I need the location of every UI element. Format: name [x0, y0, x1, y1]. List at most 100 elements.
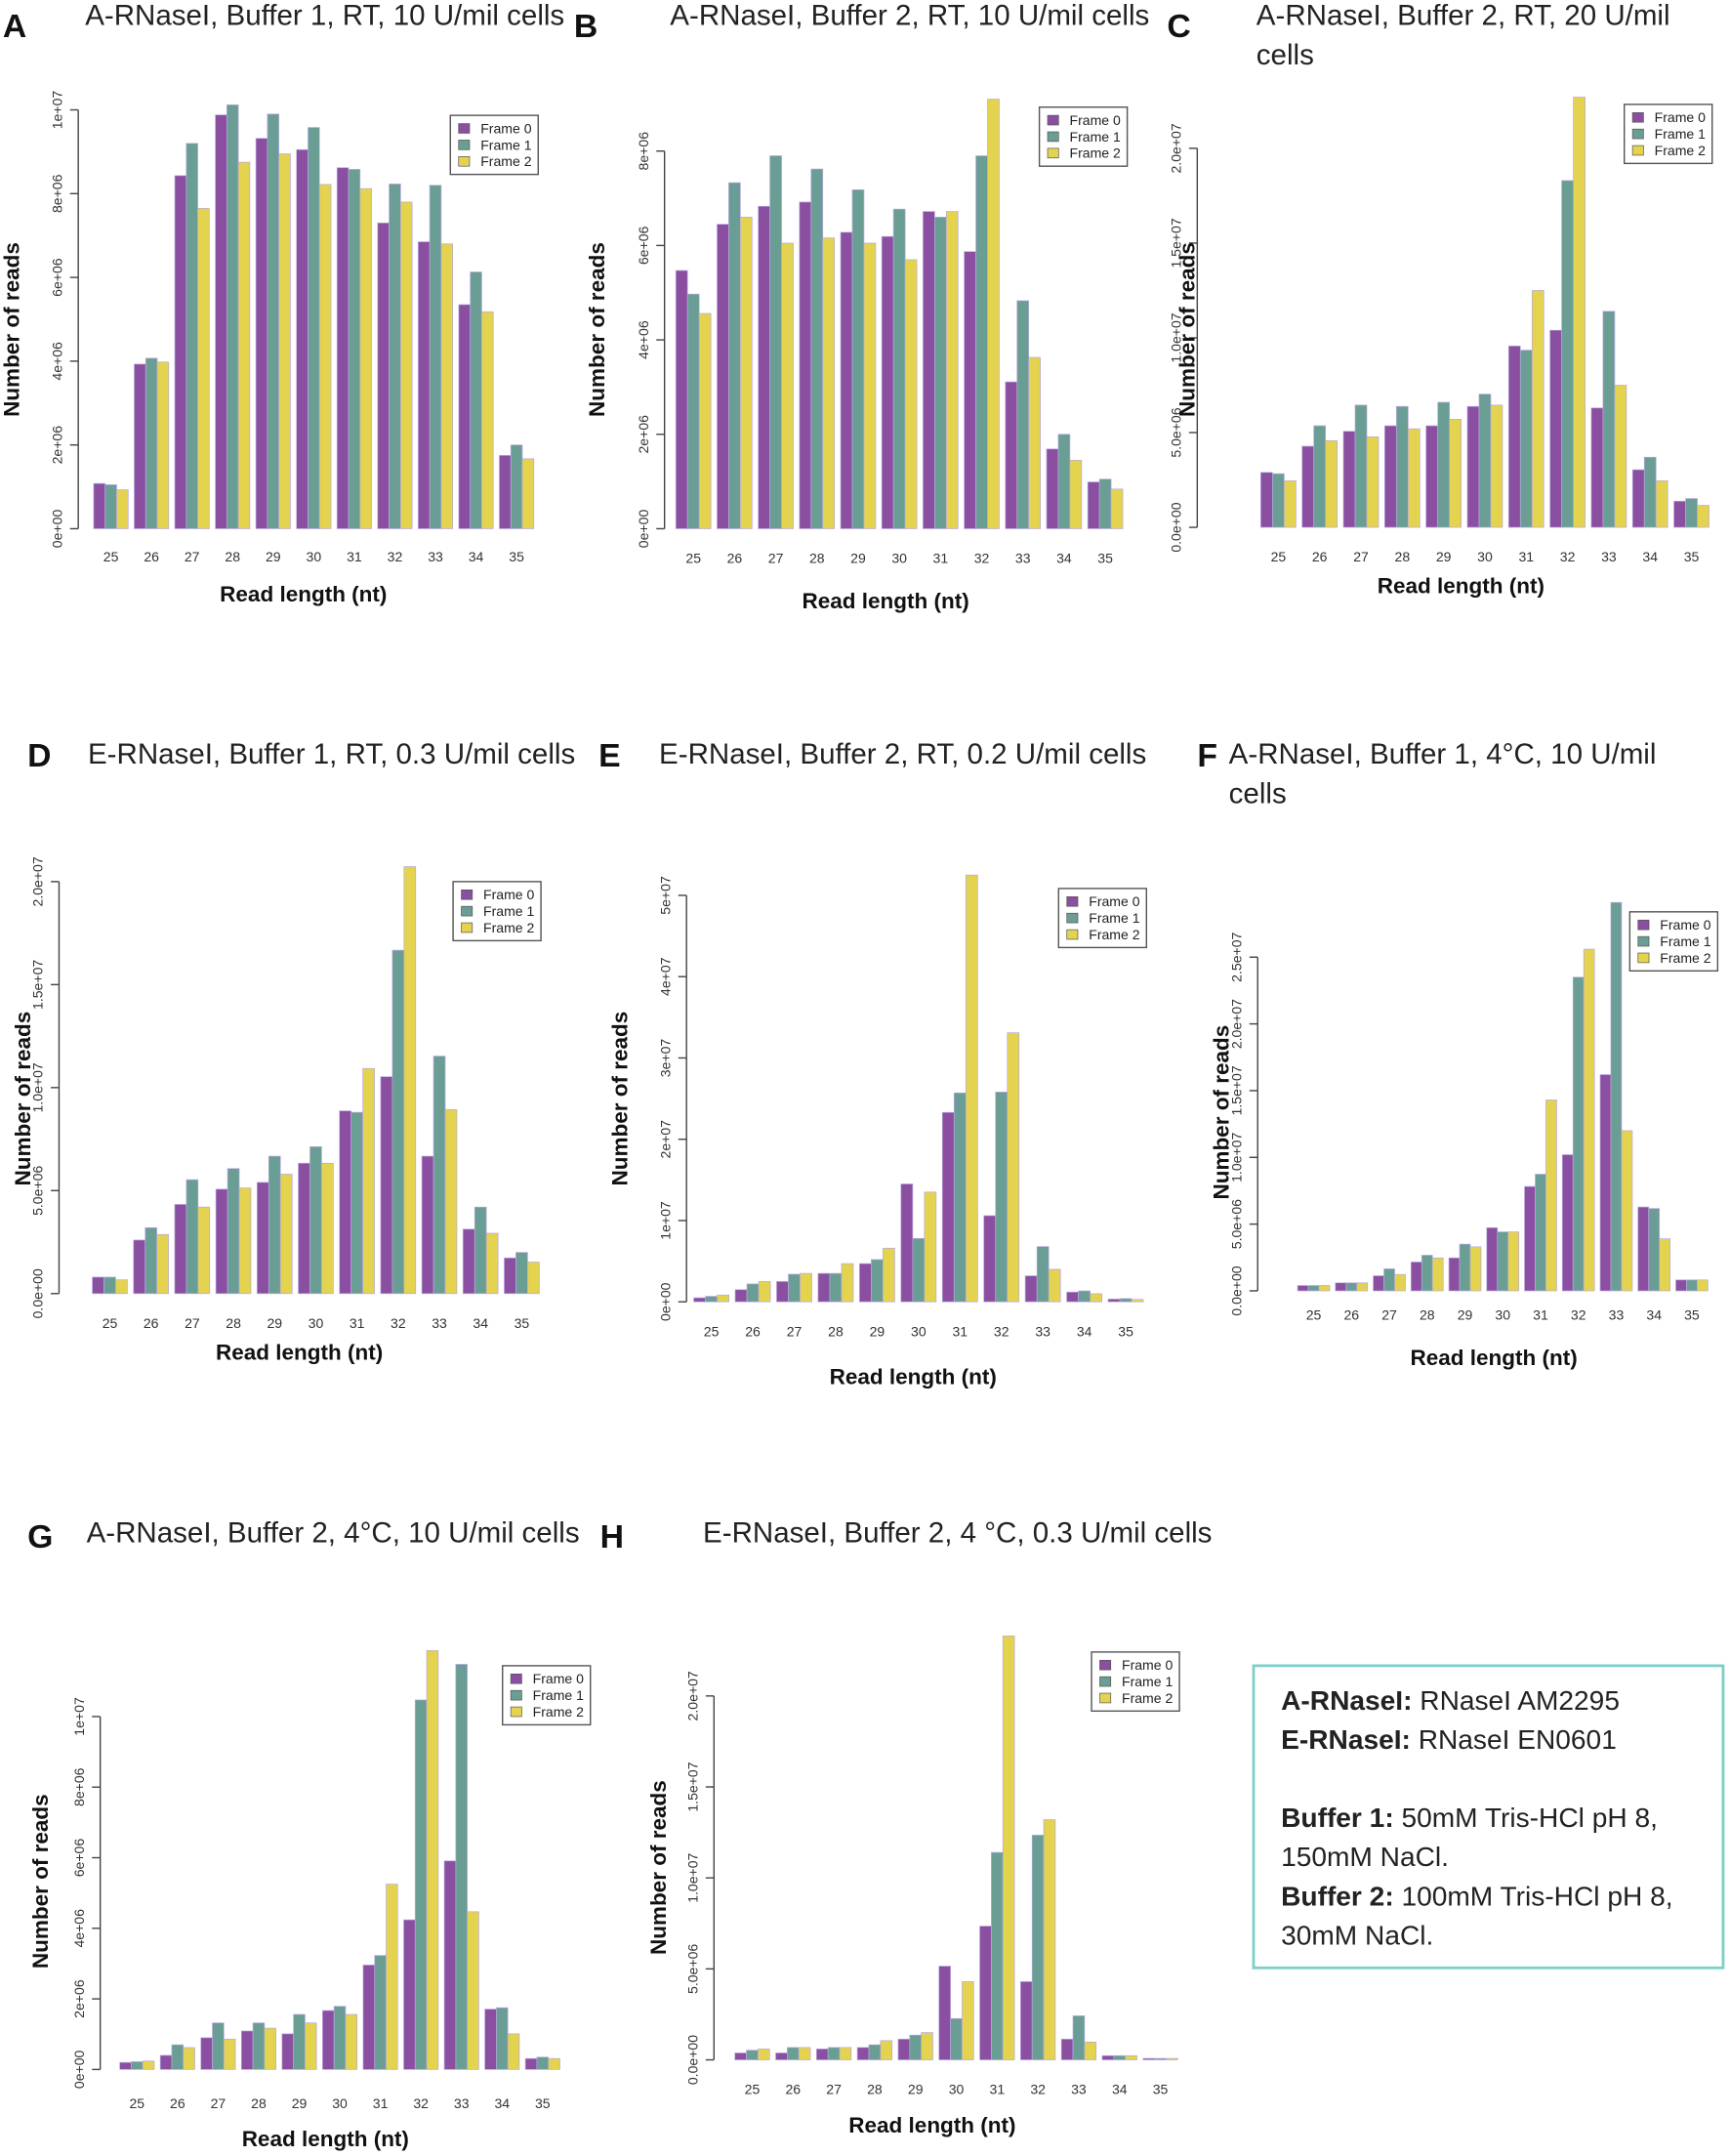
legend-swatch [461, 905, 474, 917]
y-axis-label: Number of reads [28, 1794, 53, 1969]
x-tick-label: 34 [1112, 2082, 1128, 2097]
legend-swatch [1637, 935, 1650, 947]
y-tick-label: 0e+00 [71, 2050, 87, 2089]
bar-frame-2-27 [1366, 435, 1380, 528]
legend-label: Frame 0 [483, 887, 534, 902]
bar-frame-0-27 [200, 2037, 213, 2070]
bar-frame-2-30 [318, 184, 332, 529]
bar-frame-2-30 [924, 1191, 937, 1303]
y-tick-label: 2.0e+07 [30, 856, 46, 906]
bar-frame-0-31 [941, 1111, 955, 1303]
legend-label: Frame 0 [1655, 109, 1706, 125]
bar-frame-1-31 [1535, 1174, 1546, 1292]
bar-frame-0-31 [1507, 345, 1521, 528]
bar-frame-1-32 [389, 184, 401, 529]
legend-label: Frame 2 [1089, 927, 1139, 942]
note-definition: 100mM Tris-HCl pH 8, [1394, 1881, 1673, 1911]
x-tick-label: 27 [1353, 549, 1369, 564]
bar-frame-0-25 [675, 270, 688, 529]
legend-swatch [1066, 912, 1079, 924]
x-tick-label: 25 [1306, 1307, 1322, 1323]
bar-frame-2-30 [962, 1981, 974, 2060]
bar-frame-1-29 [267, 113, 280, 529]
bar-frame-0-31 [979, 1926, 992, 2060]
bar-frame-2-27 [800, 1272, 812, 1303]
bar-frame-1-26 [144, 1226, 158, 1295]
y-tick-label: 2e+06 [636, 415, 651, 454]
bar-frame-2-27 [839, 2047, 852, 2060]
bar-frame-0-25 [693, 1297, 706, 1303]
legend-label: Frame 2 [1070, 145, 1121, 161]
bar-frame-0-33 [1024, 1275, 1038, 1303]
x-tick-label: 28 [251, 2095, 267, 2111]
x-tick-label: 28 [1420, 1307, 1435, 1323]
chart-panel-c: C A-RNaseI, Buffer 2, RT, 20 U/mil cells 0.… [1167, 0, 1713, 599]
bar-frame-2-33 [1048, 1268, 1061, 1303]
note-term: Buffer 1: [1281, 1803, 1394, 1833]
x-tick-label: 35 [1097, 551, 1113, 566]
legend-label: Frame 1 [480, 137, 531, 152]
bar-frame-1-34 [1643, 456, 1657, 528]
bar-frame-1-29 [851, 189, 865, 529]
bar-frame-1-25 [131, 2061, 144, 2070]
bar-frame-1-25 [705, 1296, 718, 1303]
y-tick-label: 0.0e+00 [30, 1268, 46, 1318]
bar-frame-1-35 [515, 1252, 528, 1295]
bar-frame-2-32 [1043, 1819, 1056, 2060]
bar-frame-1-32 [1572, 976, 1585, 1292]
legend-swatch [1631, 128, 1644, 140]
bar-frame-1-34 [474, 1206, 487, 1295]
bar-frame-2-26 [798, 2047, 811, 2060]
panel-title: A-RNaseI, Buffer 1, 4°C, 10 U/mil [1229, 738, 1657, 770]
bar-frame-1-25 [104, 484, 117, 529]
legend-swatch [1047, 131, 1059, 143]
bar-frame-0-33 [1005, 381, 1018, 529]
bar-frame-1-31 [374, 1955, 387, 2070]
legend-swatch [1066, 929, 1079, 940]
legend-swatch [1047, 114, 1059, 126]
bar-frame-0-32 [1549, 329, 1562, 528]
bar-frame-2-29 [278, 153, 291, 529]
bar-frame-2-31 [1002, 1636, 1015, 2060]
bar-frame-1-30 [308, 127, 320, 529]
x-tick-label: 29 [267, 1315, 282, 1331]
bar-frame-2-34 [1125, 2054, 1137, 2060]
x-tick-label: 33 [1015, 551, 1031, 566]
bar-frame-0-30 [298, 1162, 310, 1295]
x-tick-label: 28 [1395, 549, 1411, 564]
bar-frame-2-25 [1318, 1285, 1331, 1292]
y-tick-label: 2.0e+07 [1168, 123, 1183, 173]
y-tick-label: 2e+06 [71, 1979, 87, 2018]
y-tick-label: 0.0e+00 [1228, 1265, 1244, 1315]
legend-swatch [1631, 111, 1644, 123]
y-axis-label: Number of reads [646, 1780, 671, 1955]
bar-frame-1-34 [1078, 1290, 1091, 1303]
bar-frame-2-26 [758, 1281, 771, 1303]
legend-swatch [1066, 896, 1079, 907]
x-tick-label: 30 [911, 1323, 927, 1339]
x-axis-label: Read length (nt) [848, 2113, 1015, 2137]
x-tick-label: 27 [211, 2095, 227, 2111]
bar-frame-2-30 [345, 2013, 358, 2070]
bar-frame-1-33 [1036, 1246, 1050, 1303]
x-tick-label: 35 [1118, 1323, 1133, 1339]
bar-frame-2-25 [698, 312, 712, 529]
bar-frame-2-30 [321, 1162, 334, 1295]
x-tick-label: 27 [185, 549, 200, 564]
x-tick-label: 34 [1077, 1323, 1092, 1339]
bar-frame-0-25 [1260, 472, 1273, 528]
y-tick-label: 1.5e+07 [1168, 218, 1183, 268]
legend-label: Frame 0 [1660, 917, 1710, 933]
bar-frame-1-27 [185, 1179, 199, 1295]
y-tick-label: 1.0e+07 [684, 1852, 700, 1902]
bar-frame-1-34 [1648, 1208, 1661, 1292]
bar-frame-1-25 [1272, 473, 1285, 528]
bar-frame-1-28 [810, 168, 824, 529]
bar-frame-0-35 [1107, 1299, 1121, 1303]
x-axis-label: Read length (nt) [802, 589, 968, 613]
x-tick-label: 29 [870, 1323, 886, 1339]
note-term: A-RNaseI: [1281, 1685, 1412, 1716]
bar-frame-1-30 [333, 2006, 347, 2070]
